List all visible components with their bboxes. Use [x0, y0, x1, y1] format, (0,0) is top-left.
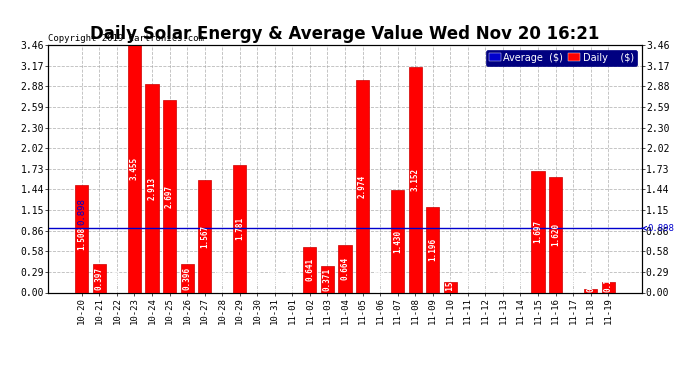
Text: 0.000: 0.000 — [288, 268, 297, 292]
Bar — [321, 266, 334, 292]
Bar — [75, 184, 88, 292]
Bar — [408, 67, 422, 292]
Text: 1.430: 1.430 — [393, 230, 402, 253]
Text: 0.397: 0.397 — [95, 267, 104, 290]
Bar — [304, 247, 317, 292]
Text: 1.781: 1.781 — [235, 217, 244, 240]
Text: 0.000: 0.000 — [516, 268, 525, 292]
Bar — [531, 171, 544, 292]
Text: 1.508: 1.508 — [77, 227, 86, 250]
Text: 0.000: 0.000 — [481, 268, 490, 292]
Text: Copyright 2019 Cartronics.com: Copyright 2019 Cartronics.com — [48, 33, 204, 42]
Bar — [391, 190, 404, 292]
Text: 3.455: 3.455 — [130, 158, 139, 180]
Text: 0.151: 0.151 — [446, 276, 455, 298]
Text: 0.641: 0.641 — [306, 258, 315, 281]
Text: 0.000: 0.000 — [270, 268, 279, 292]
Bar — [146, 84, 159, 292]
Bar — [584, 290, 597, 292]
Text: 0.149: 0.149 — [604, 268, 613, 292]
Text: 0.000: 0.000 — [463, 268, 472, 292]
Text: 3.152: 3.152 — [411, 168, 420, 191]
Text: 0.044: 0.044 — [586, 268, 595, 292]
Text: 0.000: 0.000 — [112, 268, 121, 292]
Text: 1.196: 1.196 — [428, 238, 437, 261]
Bar — [356, 80, 369, 292]
Legend: Average  ($), Daily    ($): Average ($), Daily ($) — [486, 50, 637, 66]
Text: 0.396: 0.396 — [183, 267, 192, 290]
Text: 0.664: 0.664 — [340, 257, 350, 280]
Text: 0.898: 0.898 — [642, 224, 675, 233]
Bar — [444, 282, 457, 292]
Bar — [602, 282, 615, 292]
Bar — [549, 177, 562, 292]
Bar — [198, 180, 211, 292]
Text: 0.000: 0.000 — [253, 268, 262, 292]
Text: 2.913: 2.913 — [148, 177, 157, 200]
Text: 0.000: 0.000 — [498, 268, 507, 292]
Text: 1.697: 1.697 — [533, 220, 542, 243]
Text: 0.000: 0.000 — [218, 268, 227, 292]
Text: 1.620: 1.620 — [551, 223, 560, 246]
Bar — [426, 207, 440, 292]
Text: 1.567: 1.567 — [200, 225, 209, 248]
Text: 0.000: 0.000 — [375, 268, 384, 292]
Text: 0.898: 0.898 — [77, 198, 86, 225]
Bar — [233, 165, 246, 292]
Title: Daily Solar Energy & Average Value Wed Nov 20 16:21: Daily Solar Energy & Average Value Wed N… — [90, 26, 600, 44]
Text: 0.371: 0.371 — [323, 268, 332, 291]
Bar — [181, 264, 194, 292]
Bar — [128, 45, 141, 292]
Text: 2.697: 2.697 — [165, 184, 174, 208]
Bar — [93, 264, 106, 292]
Bar — [338, 245, 352, 292]
Text: 2.974: 2.974 — [358, 175, 367, 198]
Text: 0.000: 0.000 — [569, 268, 578, 292]
Bar — [163, 100, 176, 292]
